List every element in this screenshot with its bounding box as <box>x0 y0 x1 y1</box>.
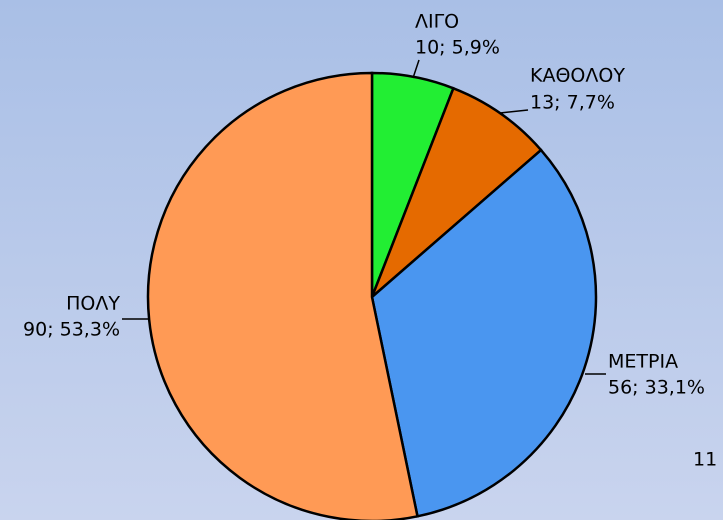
slice-value-label: 56; 33,1% <box>608 377 705 399</box>
page-number: 11 <box>693 449 717 471</box>
slice-label: ΛΙΓΟ <box>415 11 459 33</box>
slice-label: ΠΟΛΥ <box>66 293 120 315</box>
slice-value-label: 10; 5,9% <box>415 37 500 59</box>
pie-slice <box>370 148 598 518</box>
leader-line <box>499 109 529 114</box>
slice-value-label: 90; 53,3% <box>23 319 120 341</box>
pie-slice <box>370 86 543 298</box>
slice-value-label: 13; 7,7% <box>530 92 615 114</box>
slice-label: ΜΕΤΡΙΑ <box>608 351 678 373</box>
leader-line <box>412 59 420 79</box>
slice-label: ΚΑΘΟΛΟΥ <box>530 65 625 87</box>
pie-slice <box>146 71 419 520</box>
